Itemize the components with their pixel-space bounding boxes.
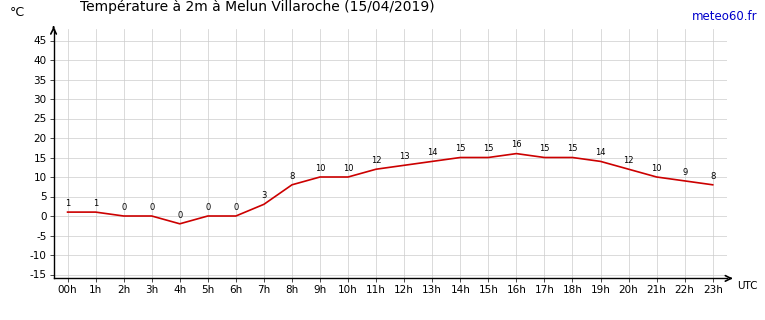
- Text: 0: 0: [233, 203, 239, 212]
- Text: 15: 15: [539, 144, 550, 153]
- Text: 10: 10: [651, 164, 662, 173]
- Text: 16: 16: [511, 140, 522, 149]
- Text: 9: 9: [682, 168, 687, 177]
- Text: UTC: UTC: [737, 281, 757, 291]
- Text: °C: °C: [10, 6, 25, 19]
- Text: 3: 3: [261, 191, 267, 200]
- Text: 0: 0: [177, 211, 182, 220]
- Text: 12: 12: [623, 156, 634, 165]
- Text: 14: 14: [427, 148, 438, 157]
- Text: 0: 0: [205, 203, 210, 212]
- Text: meteo60.fr: meteo60.fr: [692, 10, 757, 23]
- Text: 0: 0: [149, 203, 155, 212]
- Text: 8: 8: [710, 172, 715, 180]
- Text: 8: 8: [289, 172, 295, 180]
- Text: 13: 13: [399, 152, 409, 161]
- Text: Température à 2m à Melun Villaroche (15/04/2019): Température à 2m à Melun Villaroche (15/…: [80, 0, 435, 14]
- Text: 12: 12: [371, 156, 382, 165]
- Text: 1: 1: [93, 199, 98, 208]
- Text: 14: 14: [595, 148, 606, 157]
- Text: 0: 0: [121, 203, 126, 212]
- Text: 15: 15: [483, 144, 493, 153]
- Text: 1: 1: [65, 199, 70, 208]
- Text: 15: 15: [455, 144, 466, 153]
- Text: 15: 15: [567, 144, 578, 153]
- Text: 10: 10: [314, 164, 325, 173]
- Text: 10: 10: [343, 164, 353, 173]
